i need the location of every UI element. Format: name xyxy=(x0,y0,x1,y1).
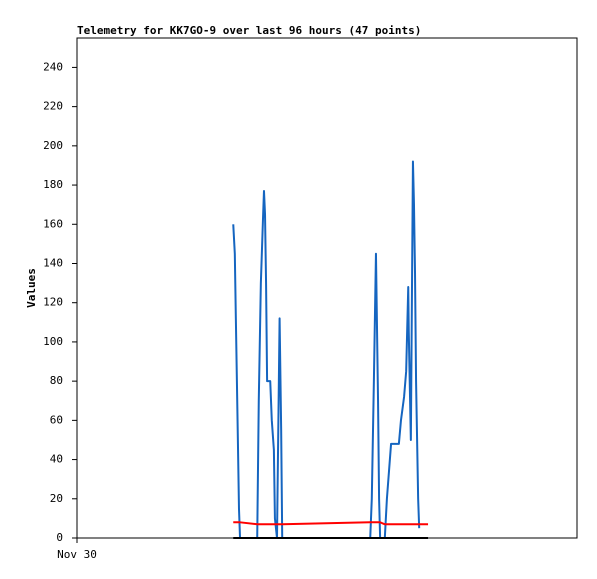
y-tick-label: 100 xyxy=(43,335,63,348)
y-tick-label: 200 xyxy=(43,139,63,152)
y-tick-label: 220 xyxy=(43,100,63,113)
y-tick-label: 0 xyxy=(56,531,63,544)
y-tick-label: 240 xyxy=(43,60,63,73)
series-line xyxy=(233,521,429,526)
y-tick-label: 120 xyxy=(43,296,63,309)
y-tick-label: 60 xyxy=(50,413,63,426)
x-tick-label: Nov 30 xyxy=(57,548,97,561)
y-tick-label: 160 xyxy=(43,217,63,230)
chart-title: Telemetry for KK7GO-9 over last 96 hours… xyxy=(77,24,421,37)
y-tick-label: 20 xyxy=(50,492,63,505)
y-tick-label: 40 xyxy=(50,453,63,466)
y-axis-label: Values xyxy=(25,268,38,308)
y-tick-label: 80 xyxy=(50,374,63,387)
y-tick-label: 140 xyxy=(43,256,63,269)
y-tick-label: 180 xyxy=(43,178,63,191)
